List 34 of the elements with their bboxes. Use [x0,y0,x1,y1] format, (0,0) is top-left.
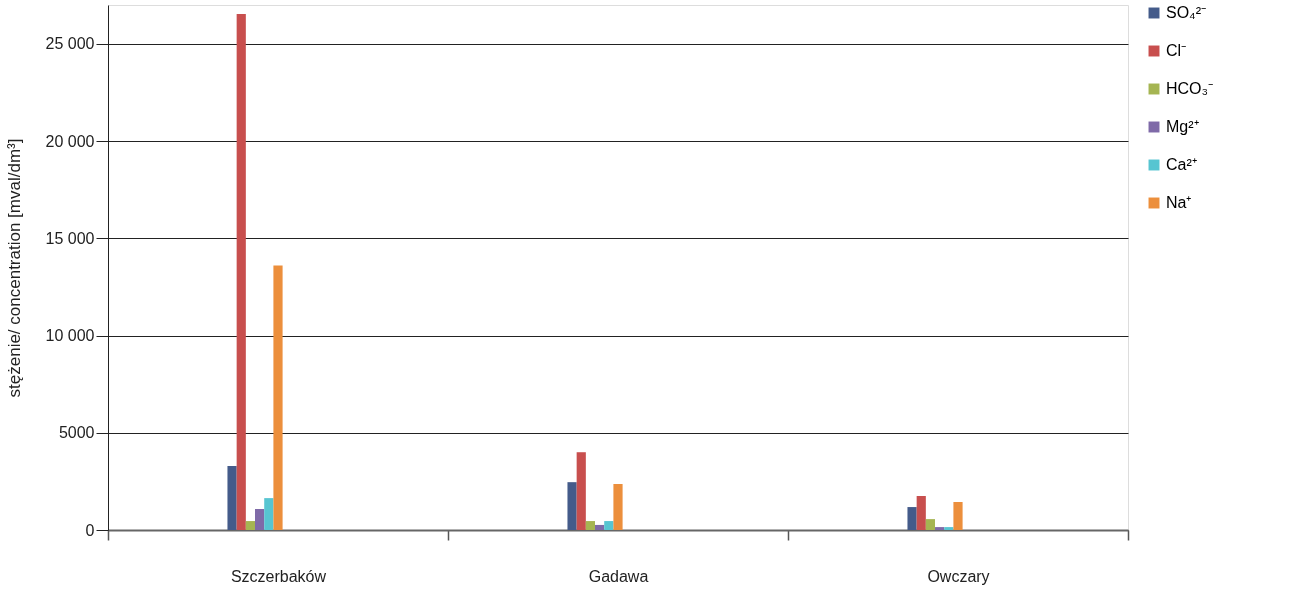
bar [925,519,936,530]
bar [613,484,623,530]
y-tick-label: 20 000 [45,132,95,150]
y-axis-title: stężenie/ concentration [mval/dm³] [4,138,24,398]
legend-label: Ca²⁺ [1166,156,1197,173]
bar [604,521,614,530]
bar [953,502,963,530]
x-tick-label: Szczerbaków [230,567,327,585]
y-tick-label: 15 000 [45,229,95,247]
bar [916,495,926,530]
bar [944,527,954,530]
x-tick-label: Owczary [927,567,990,585]
bar [585,521,596,530]
bar [935,527,945,530]
bar [227,466,237,530]
bar [907,507,917,530]
bar [264,498,274,530]
bar [576,452,586,530]
legend-label: SO₄²⁻ [1166,4,1206,21]
legend-label: HCO₃⁻ [1166,80,1214,97]
legend-label: Na⁺ [1166,194,1192,211]
y-tick-label: 0 [85,521,95,539]
y-tick-label: 5000 [58,424,95,442]
legend-label: Mg²⁺ [1166,118,1199,135]
bar [245,521,256,530]
bar [595,524,605,530]
bar [273,265,283,530]
bar [236,13,246,530]
legend-label: Cl⁻ [1166,42,1187,59]
x-tick-label: Gadawa [588,567,649,585]
y-tick-label: 10 000 [45,327,95,345]
bar [255,509,265,530]
bar [567,482,577,530]
y-tick-label: 25 000 [45,35,95,53]
